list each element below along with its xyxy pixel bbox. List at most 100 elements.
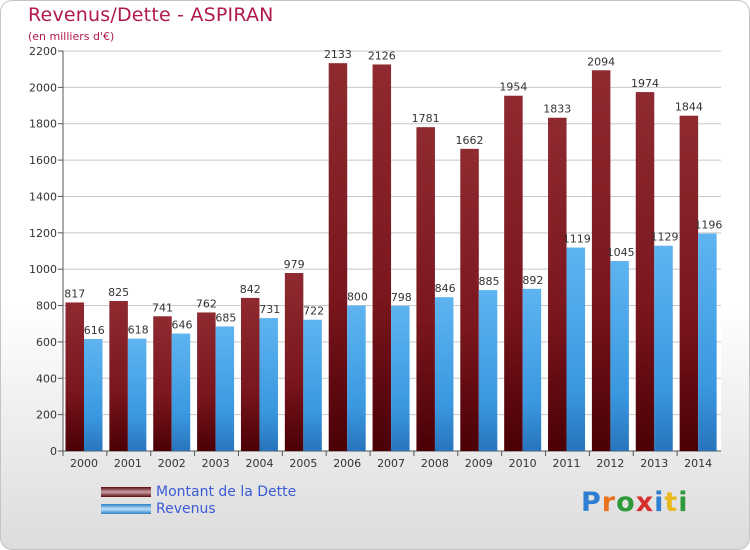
x-tick-label: 2001 <box>114 457 142 470</box>
brand-letter: x <box>635 487 655 518</box>
bar-revenus <box>127 338 147 451</box>
x-tick-label: 2004 <box>245 457 273 470</box>
bar-dette <box>109 301 128 451</box>
data-label-revenus: 685 <box>215 311 236 324</box>
bar-dette <box>197 312 216 451</box>
x-tick-label: 2002 <box>158 457 186 470</box>
legend-swatch-revenus <box>101 504 151 514</box>
x-tick-label: 2006 <box>333 457 361 470</box>
bar-revenus <box>434 297 454 451</box>
data-label-revenus: 885 <box>479 275 500 288</box>
chart-subtitle: (en milliers d'€) <box>28 30 115 43</box>
bar-revenus <box>391 305 410 451</box>
data-label-dette: 2126 <box>368 49 396 62</box>
bar-dette <box>65 302 84 451</box>
data-label-dette: 825 <box>108 286 129 299</box>
data-label-revenus: 1119 <box>563 233 591 246</box>
y-tick-label: 600 <box>36 336 57 349</box>
legend-swatch-dette <box>101 487 151 497</box>
data-label-dette: 2094 <box>587 55 615 68</box>
data-label-revenus: 1129 <box>651 231 679 244</box>
data-label-dette: 1954 <box>499 81 527 94</box>
x-tick-label: 2003 <box>202 457 230 470</box>
bar-revenus <box>347 305 366 451</box>
x-tick-label: 2010 <box>509 457 537 470</box>
y-tick-label: 1000 <box>29 263 57 276</box>
bar-revenus <box>215 326 235 451</box>
data-label-dette: 1662 <box>456 134 484 147</box>
data-label-dette: 762 <box>196 297 217 310</box>
bar-revenus <box>259 318 278 451</box>
data-label-dette: 1833 <box>543 103 571 116</box>
x-tick-label: 2009 <box>465 457 493 470</box>
brand-letter: t <box>664 487 679 518</box>
y-tick-label: 2000 <box>29 81 57 94</box>
bar-dette <box>328 63 348 451</box>
data-label-revenus: 731 <box>259 303 280 316</box>
legend-label-dette: Montant de la Dette <box>156 484 297 500</box>
y-tick-label: 1600 <box>29 154 57 167</box>
y-tick-label: 1400 <box>29 190 57 203</box>
bar-revenus <box>698 233 717 451</box>
data-label-dette: 1844 <box>675 101 703 114</box>
bar-dette <box>679 115 699 452</box>
data-label-dette: 979 <box>284 258 305 271</box>
x-tick-label: 2007 <box>377 457 405 470</box>
bar-dette <box>548 117 567 452</box>
x-tick-label: 2013 <box>640 457 668 470</box>
x-tick-label: 2014 <box>684 457 712 470</box>
data-label-dette: 1781 <box>412 112 440 125</box>
y-tick-label: 400 <box>36 372 57 385</box>
bar-revenus <box>171 333 191 451</box>
x-tick-label: 2000 <box>70 457 98 470</box>
x-tick-label: 2008 <box>421 457 449 470</box>
bar-dette <box>153 316 172 451</box>
legend-label-revenus: Revenus <box>156 501 216 517</box>
y-tick-label: 800 <box>36 300 57 313</box>
y-tick-label: 1200 <box>29 227 57 240</box>
y-tick-label: 1800 <box>29 118 57 131</box>
data-label-dette: 1974 <box>631 77 659 90</box>
y-tick-label: 0 <box>50 445 57 458</box>
bar-dette <box>416 127 435 451</box>
data-label-revenus: 846 <box>435 282 456 295</box>
bar-dette <box>591 70 611 451</box>
brand-letter: P <box>581 487 602 518</box>
data-label-dette: 2133 <box>324 48 352 61</box>
bar-dette <box>504 95 523 452</box>
bar-dette <box>284 273 304 451</box>
data-label-revenus: 892 <box>522 274 543 287</box>
data-label-revenus: 1196 <box>694 219 722 232</box>
data-label-dette: 741 <box>152 301 173 314</box>
bar-revenus <box>84 339 103 451</box>
bar-revenus <box>654 245 673 451</box>
data-label-dette: 842 <box>240 283 261 296</box>
brand-letter: o <box>616 487 636 518</box>
bar-dette <box>635 92 655 451</box>
data-label-revenus: 616 <box>84 324 105 337</box>
bar-revenus <box>478 290 498 451</box>
brand-letter: i <box>678 487 689 518</box>
chart-title: Revenus/Dette - ASPIRAN <box>28 4 274 26</box>
x-tick-label: 2005 <box>289 457 317 470</box>
bar-dette <box>372 64 392 452</box>
y-tick-label: 2200 <box>29 45 57 58</box>
proxiti-logo: Proxiti <box>581 487 689 518</box>
bar-revenus <box>522 288 542 451</box>
brand-letter: i <box>654 487 665 518</box>
brand-letter: r <box>601 487 617 518</box>
bar-dette <box>460 148 479 451</box>
x-tick-label: 2011 <box>553 457 581 470</box>
data-label-revenus: 798 <box>391 291 412 304</box>
bar-revenus <box>610 261 629 451</box>
data-label-dette: 817 <box>64 287 85 300</box>
data-label-revenus: 800 <box>347 291 368 304</box>
data-label-revenus: 618 <box>128 324 149 337</box>
data-label-revenus: 1045 <box>607 246 635 259</box>
x-tick-label: 2012 <box>596 457 624 470</box>
data-label-revenus: 646 <box>171 319 192 332</box>
y-tick-label: 200 <box>36 409 57 422</box>
data-label-revenus: 722 <box>303 305 324 318</box>
